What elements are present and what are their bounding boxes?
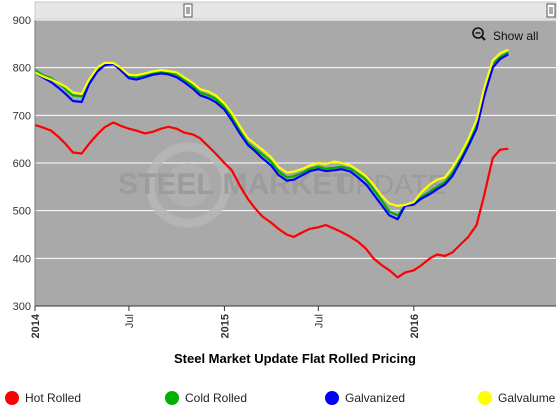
x-tick-label: 2016: [409, 314, 421, 338]
legend-marker: [325, 391, 339, 405]
x-axis-ticks: 2014 Jul 2015 Jul 2016: [30, 306, 421, 338]
show-all-label[interactable]: Show all: [493, 29, 538, 43]
legend-marker: [165, 391, 179, 405]
legend: Hot Rolled Cold Rolled Galvanized Galvalume: [5, 391, 556, 405]
series-line-galvalume: [34, 48, 509, 207]
grid-lines: [35, 19, 556, 307]
legend-item-hot-rolled[interactable]: Hot Rolled: [5, 391, 81, 405]
legend-label: Galvalume: [498, 391, 556, 405]
y-tick-label: 800: [13, 63, 31, 75]
legend-item-galvanized[interactable]: Galvanized: [325, 391, 405, 405]
y-tick-label: 900: [13, 15, 31, 27]
x-tick-label: 2014: [30, 313, 42, 338]
x-tick-label: 2015: [219, 314, 231, 338]
x-tick-label: Jul: [313, 314, 325, 328]
navigator-handle-right[interactable]: [546, 3, 556, 18]
series-layer: [34, 48, 509, 279]
legend-item-cold-rolled[interactable]: Cold Rolled: [165, 391, 247, 405]
navigator-handle-left[interactable]: [183, 3, 193, 18]
y-axis-ticks: 300 400 500 600 700 800 900: [13, 15, 31, 313]
legend-label: Cold Rolled: [185, 391, 247, 405]
show-all-button[interactable]: Show all: [466, 24, 552, 46]
series-line-hot-rolled: [34, 121, 509, 279]
zoom-out-icon[interactable]: [472, 27, 486, 41]
legend-marker: [5, 391, 19, 405]
chart-title: Steel Market Update Flat Rolled Pricing: [174, 351, 416, 366]
y-tick-label: 700: [13, 110, 31, 122]
y-tick-label: 600: [13, 158, 31, 170]
legend-item-galvalume[interactable]: Galvalume: [478, 391, 556, 405]
y-tick-label: 500: [13, 206, 31, 218]
legend-label: Hot Rolled: [25, 391, 81, 405]
legend-marker: [478, 391, 492, 405]
y-tick-label: 400: [13, 253, 31, 265]
navigator-bar[interactable]: [34, 1, 557, 20]
x-tick-label: Jul: [124, 314, 136, 328]
y-tick-label: 300: [13, 301, 31, 313]
legend-label: Galvanized: [345, 391, 405, 405]
